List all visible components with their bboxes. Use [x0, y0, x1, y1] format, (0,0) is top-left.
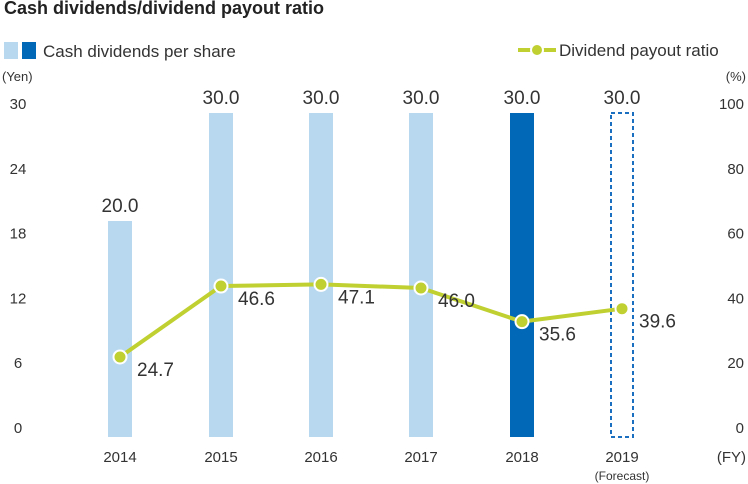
y-left-tick: 30	[10, 96, 27, 113]
y-left-tick: 0	[14, 420, 22, 437]
payout-point-2016	[313, 276, 329, 292]
bar-2015	[209, 113, 233, 437]
legend-bar-swatch-light	[4, 42, 18, 59]
x-tick-sublabel: (Forecast)	[595, 469, 650, 483]
bars	[108, 112, 634, 438]
payout-value-label: 39.6	[639, 312, 676, 333]
legend: Cash dividends per share Dividend payout…	[4, 41, 719, 61]
bar-value-label: 30.0	[303, 88, 340, 109]
payout-line-path	[118, 282, 623, 359]
bar-value-label: 30.0	[504, 88, 541, 109]
bar-2017	[409, 113, 433, 437]
x-tick-label: 2019	[605, 449, 638, 466]
y-right-tick: 100	[719, 96, 744, 113]
x-tick-label: 2015	[204, 449, 237, 466]
bar-2019	[610, 112, 634, 438]
payout-value-label: 46.0	[438, 291, 475, 312]
bar-value-label: 30.0	[203, 88, 240, 109]
y-right-unit: (%)	[726, 69, 746, 84]
x-tick-label: 2018	[505, 449, 538, 466]
bar-2018	[510, 113, 534, 437]
axis-ticks: 0 6 12 18 24 30 0 20 40 60 80 100	[10, 96, 744, 437]
legend-line-label: Dividend payout ratio	[559, 41, 719, 60]
chart-title: Cash dividends/dividend payout ratio	[4, 0, 324, 18]
y-left-tick: 18	[10, 226, 27, 243]
bar-labels: 20.0 30.0 30.0 30.0 30.0 30.0	[102, 88, 641, 217]
y-left-tick: 24	[10, 161, 27, 178]
legend-bar-label: Cash dividends per share	[43, 42, 236, 61]
bar-2016	[309, 113, 333, 437]
x-tick-label: 2017	[404, 449, 437, 466]
y-right-tick: 80	[727, 161, 744, 178]
legend-bar-swatch-dark	[22, 42, 36, 59]
y-right-tick: 0	[736, 420, 744, 437]
x-tick-label: 2016	[304, 449, 337, 466]
x-axis-labels: 2014 2015 2016 2017 2018 2019 (Forecast)	[103, 449, 649, 483]
payout-value-label: 35.6	[539, 325, 576, 346]
y-left-tick: 6	[14, 355, 22, 372]
payout-point-2014	[112, 349, 128, 365]
payout-point-2017	[413, 280, 429, 296]
payout-line: 24.7 46.6 47.1 46.0 35.6 39.6	[112, 276, 676, 381]
payout-value-label: 47.1	[338, 287, 375, 308]
x-unit: (FY)	[717, 449, 746, 466]
payout-point-2018	[514, 314, 530, 330]
y-left-tick: 12	[10, 290, 27, 307]
y-right-tick: 20	[727, 355, 744, 372]
bar-value-label: 30.0	[403, 88, 440, 109]
bar-value-label: 20.0	[102, 196, 139, 217]
bar-value-label: 30.0	[604, 88, 641, 109]
payout-point-2019	[614, 301, 630, 317]
payout-point-2015	[213, 278, 229, 294]
payout-value-label: 24.7	[137, 360, 174, 381]
x-tick-label: 2014	[103, 449, 136, 466]
y-right-tick: 60	[727, 226, 744, 243]
y-left-unit: (Yen)	[2, 69, 33, 84]
y-right-tick: 40	[727, 290, 744, 307]
legend-line-marker	[530, 43, 544, 57]
bar-2014	[108, 221, 132, 437]
payout-value-label: 46.6	[238, 289, 275, 310]
